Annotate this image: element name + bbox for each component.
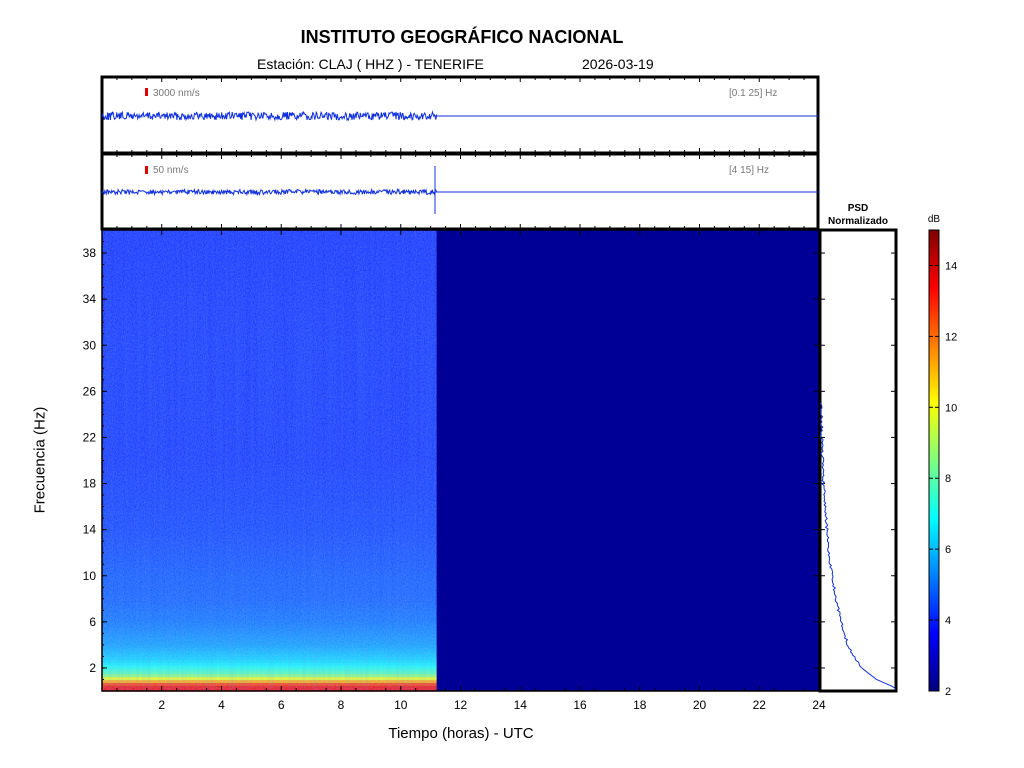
y-axis-label: Frecuencia (Hz) [31, 406, 49, 514]
x-tick-label: 8 [338, 698, 345, 712]
x-tick-label: 14 [514, 698, 528, 712]
y-tick-label: 6 [89, 615, 96, 629]
y-tick-label: 22 [83, 430, 97, 444]
y-tick-label: 30 [83, 338, 97, 352]
x-tick-label: 16 [573, 698, 587, 712]
x-tick-label: 22 [753, 698, 767, 712]
colorbar-tick-label: 4 [945, 615, 951, 627]
psd-subtitle: Normalizado [828, 216, 888, 227]
colorbar-tick-label: 2 [945, 686, 951, 698]
colorbar-tick-label: 6 [945, 544, 951, 556]
psd-curve [819, 402, 896, 690]
scale-bar-marker [145, 166, 148, 174]
y-tick-label: 26 [83, 384, 97, 398]
seismogram-trace-filtered [101, 187, 438, 197]
trace-scale-label: 50 nm/s [153, 165, 189, 176]
x-tick-label: 2 [158, 698, 165, 712]
y-tick-label: 18 [83, 477, 97, 491]
chart-title: INSTITUTO GEOGRÁFICO NACIONAL [300, 27, 624, 47]
y-tick-label: 34 [83, 292, 97, 306]
x-tick-label: 6 [278, 698, 285, 712]
x-tick-label: 4 [218, 698, 225, 712]
psd-frame [818, 228, 898, 693]
psd-title: PSD [848, 203, 869, 214]
colorbar-tick-label: 12 [945, 331, 957, 343]
x-tick-label: 12 [454, 698, 468, 712]
trace-scale-label: 3000 nm/s [153, 88, 200, 99]
scale-bar-marker [145, 88, 148, 96]
y-tick-label: 14 [83, 523, 97, 537]
trace-band-label: [4 15] Hz [729, 165, 769, 176]
spectrogram-streak-texture [102, 230, 437, 691]
trace-band-label: [0.1 25] Hz [729, 88, 777, 99]
trace-panel-broadband: 3000 nm/s [0.1 25] Hz [100, 75, 820, 155]
colorbar-tick-label: 8 [945, 473, 951, 485]
trace-panel-filtered: 50 nm/s [4 15] Hz [100, 152, 820, 231]
y-tick-label: 38 [83, 246, 97, 260]
y-tick-label: 10 [83, 569, 97, 583]
colorbar-tick-label: 14 [945, 260, 957, 272]
colorbar-gradient [928, 229, 940, 692]
station-label: Estación: CLAJ ( HHZ ) - TENERIFE [257, 56, 484, 72]
trace-panel-ticks [101, 154, 820, 229]
x-tick-label: 10 [394, 698, 408, 712]
colorbar-tick-label: 10 [945, 402, 957, 414]
x-tick-label: 24 [812, 698, 826, 712]
y-tick-label: 2 [89, 661, 96, 675]
x-axis-label: Tiempo (horas) - UTC [388, 725, 534, 742]
colorbar: dB 2 4 6 8 10 12 14 [928, 214, 957, 698]
x-tick-label: 20 [693, 698, 707, 712]
date-label: 2026-03-19 [582, 56, 654, 72]
colorbar-ticks: 2 4 6 8 10 12 14 [929, 260, 957, 698]
x-tick-label: 18 [633, 698, 647, 712]
psd-panel: PSD Normalizado [818, 203, 898, 693]
colorbar-unit: dB [928, 214, 941, 225]
seismogram-trace-broadband [101, 110, 438, 122]
